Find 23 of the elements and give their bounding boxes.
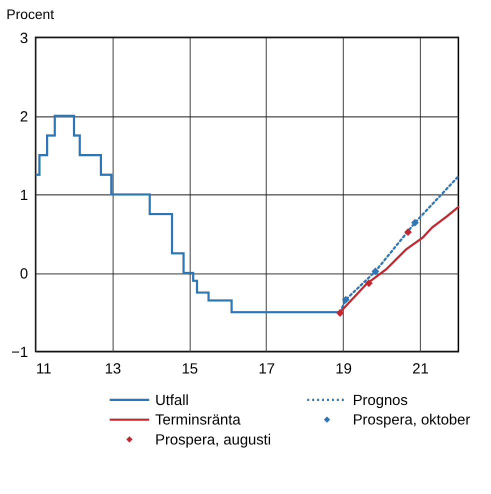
x-tick-label: 21 [412,362,429,378]
point [342,296,350,304]
legend-label: Prospera, oktober [352,412,470,429]
y-tick-label: 0 [20,266,28,282]
y-tick-label: 3 [20,30,28,47]
point [411,218,419,227]
legend-label: Utfall [155,392,189,409]
x-tick-label: 13 [104,362,122,378]
legend-label: Terminsränta [155,412,242,429]
point [372,268,380,276]
legend-label: Prognos [352,392,408,409]
x-tick-label: 15 [182,362,198,378]
y-tick-label: −1 [11,344,28,361]
x-tick-label: 17 [258,362,275,378]
legend-label: Prospera, augusti [155,432,272,448]
point [404,228,412,236]
x-tick-label: 11 [36,362,52,378]
point [336,309,344,317]
point [365,279,373,287]
x-tick-label: 19 [335,362,352,378]
y-tick-label: 1 [20,188,28,204]
y-tick-label: 2 [20,109,28,126]
y-axis-title: Procent [6,6,54,22]
